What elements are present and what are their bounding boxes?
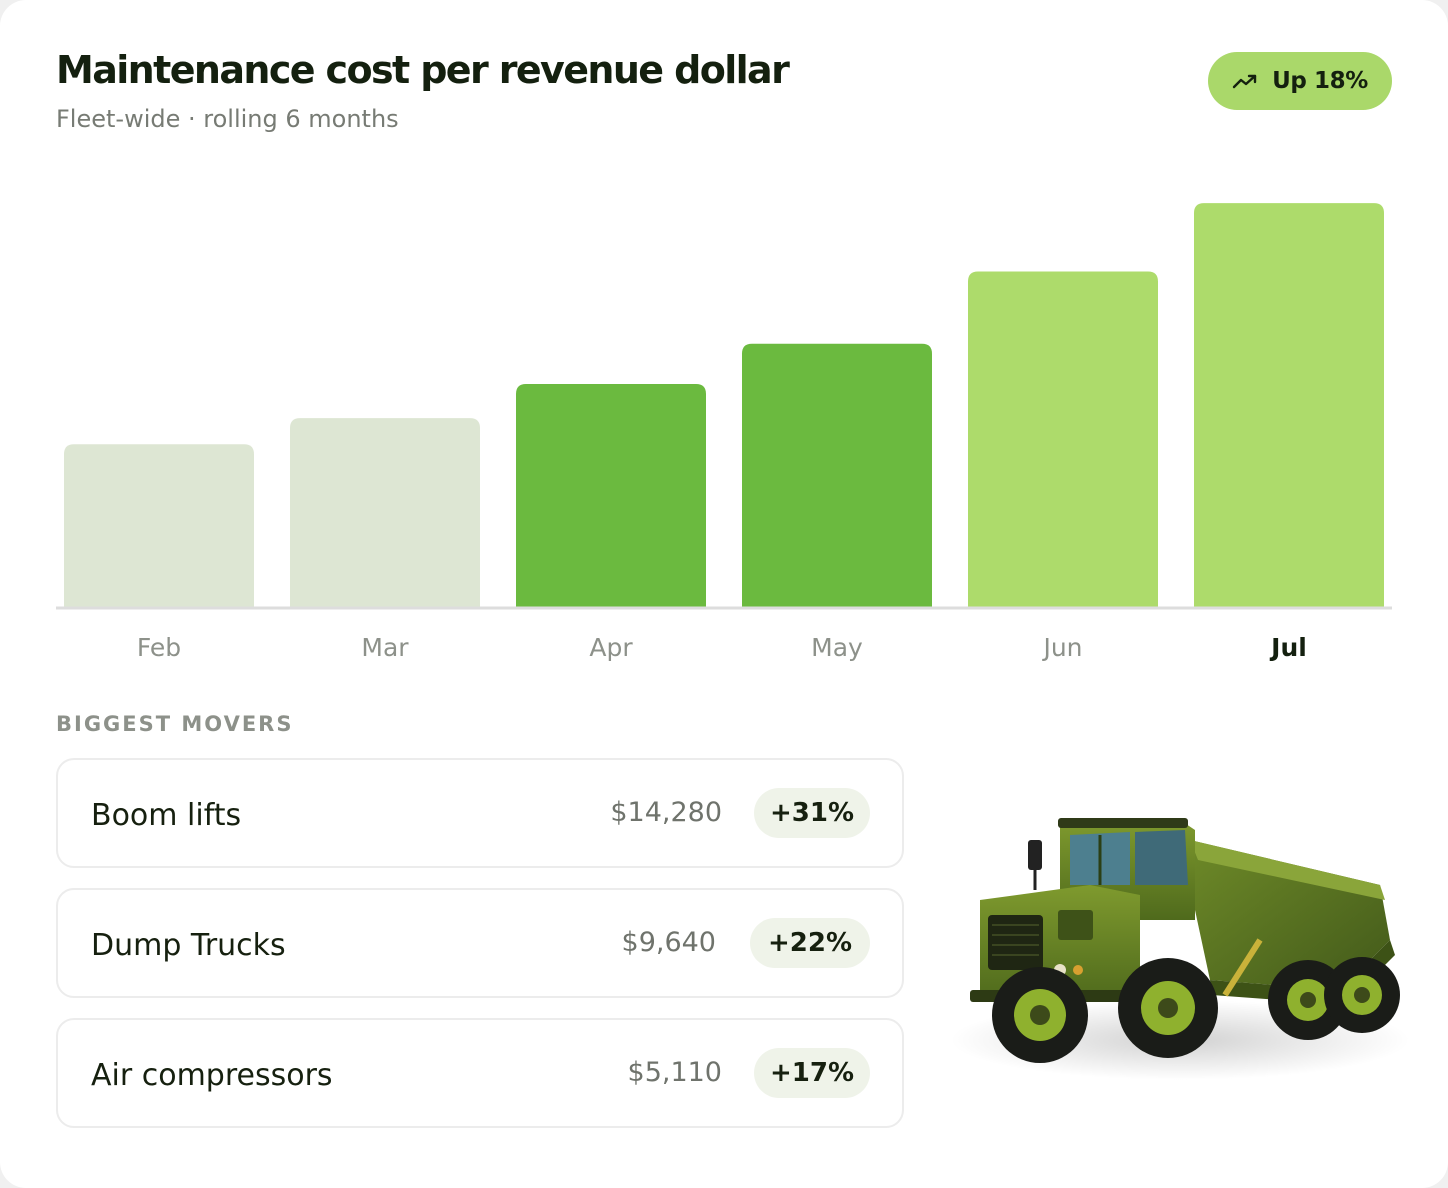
mover-row-dump-trucks[interactable]: Dump Trucks $9,640 +22%	[56, 888, 904, 998]
bar-chart: Feb Mar Apr May Jun Jul	[56, 203, 1392, 662]
x-tick-label-jul: Jul	[1269, 633, 1307, 662]
mover-value: $5,110	[627, 1057, 722, 1088]
mover-change-badge: +17%	[754, 1048, 870, 1098]
section-heading-biggest-movers: BIGGEST MOVERS	[56, 712, 294, 736]
bar-apr[interactable]	[516, 383, 706, 607]
mover-name: Air compressors	[91, 1058, 333, 1093]
mover-name: Dump Trucks	[91, 928, 286, 963]
bar-may[interactable]	[742, 343, 932, 607]
mover-row-boom-lifts[interactable]: Boom lifts $14,280 +31%	[56, 758, 904, 868]
x-tick-label-mar: Mar	[361, 633, 409, 662]
x-tick-label-feb: Feb	[137, 633, 181, 662]
dump-truck-illustration	[940, 790, 1410, 1090]
mover-change-badge: +22%	[750, 918, 870, 968]
x-tick-label-apr: Apr	[589, 633, 633, 662]
bar-jul[interactable]	[1194, 203, 1384, 607]
mover-value: $9,640	[621, 927, 716, 958]
mover-row-air-compressors[interactable]: Air compressors $5,110 +17%	[56, 1018, 904, 1128]
x-tick-label-jun: Jun	[1041, 633, 1082, 662]
trending-up-icon	[1232, 72, 1258, 90]
mover-change-badge: +31%	[754, 788, 870, 838]
page-subtitle: Fleet-wide · rolling 6 months	[56, 105, 399, 133]
mover-name: Boom lifts	[91, 798, 242, 833]
page-title: Maintenance cost per revenue dollar	[56, 48, 790, 92]
trend-badge-label: Up 18%	[1272, 68, 1368, 94]
bar-feb[interactable]	[64, 444, 254, 607]
x-tick-label-may: May	[811, 633, 863, 662]
bar-jun[interactable]	[968, 271, 1158, 607]
trend-badge: Up 18%	[1208, 52, 1392, 110]
mover-value: $14,280	[610, 797, 722, 828]
bar-mar[interactable]	[290, 418, 480, 607]
